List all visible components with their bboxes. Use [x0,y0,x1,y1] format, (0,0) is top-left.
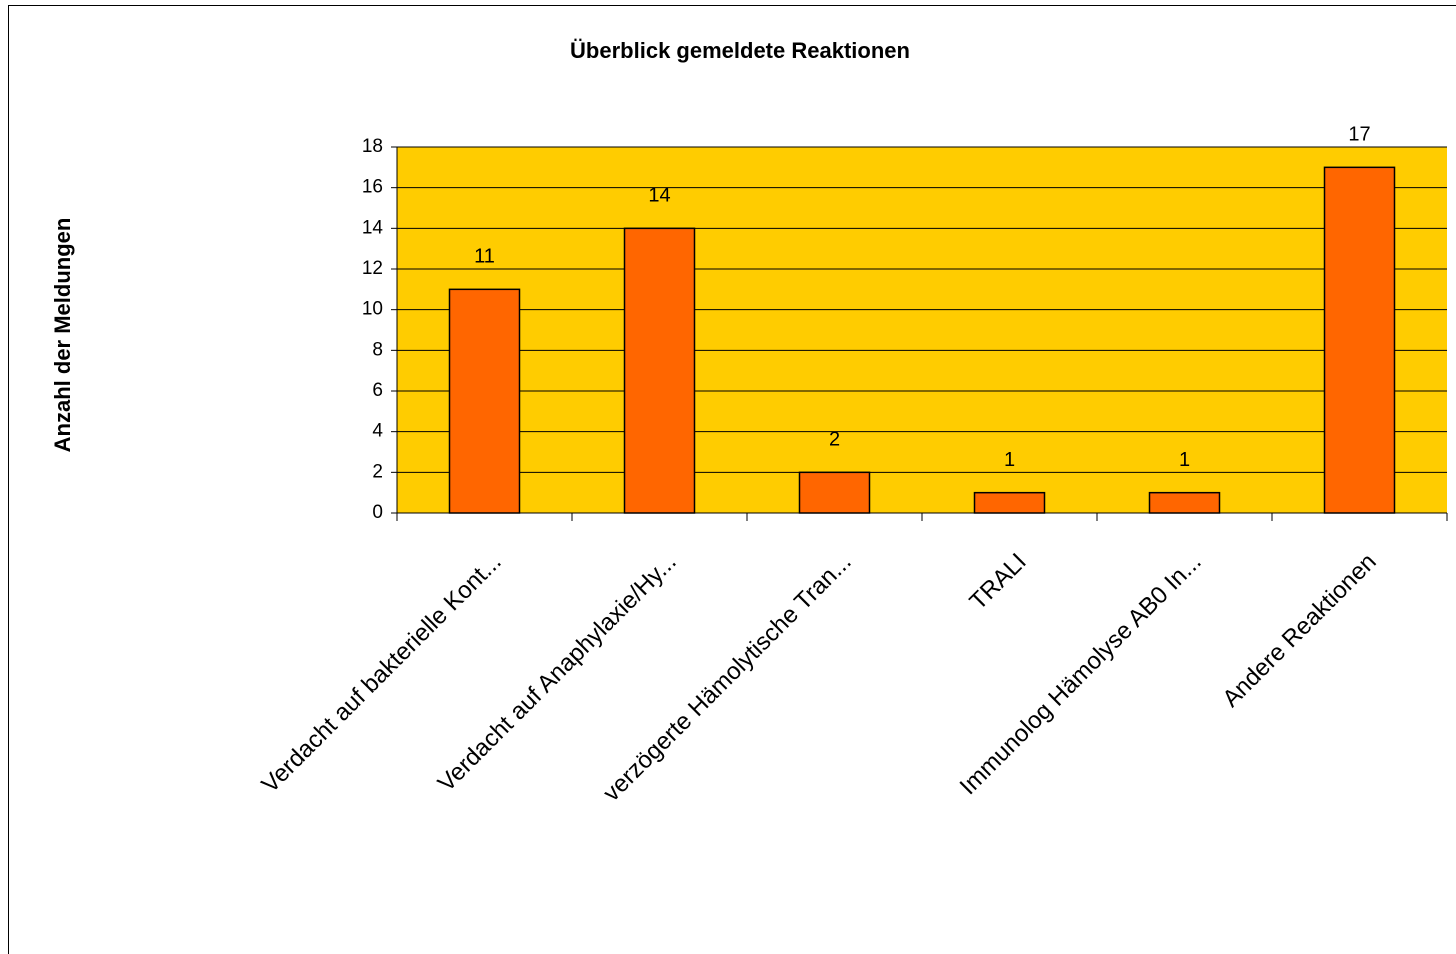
y-tick-label: 10 [362,299,383,320]
data-label: 1 [1004,449,1015,471]
y-tick-label: 16 [362,177,383,198]
bar [623,227,696,514]
bar [448,288,521,514]
y-tick-label: 14 [362,217,384,238]
chart-title: Überblick gemeldete Reaktionen [570,38,910,63]
y-tick-label: 12 [362,258,383,279]
y-axis-label: Anzahl der Meldungen [50,218,75,453]
data-label: 2 [829,429,840,451]
y-tick-label: 8 [372,339,383,360]
y-tick-label: 6 [372,380,383,401]
y-tick-label: 4 [372,421,383,442]
data-label: 14 [648,185,670,207]
bar [973,491,1046,514]
plot-area [397,147,1447,513]
data-label: 11 [474,246,495,268]
bar [1148,491,1221,514]
y-tick-label: 2 [372,461,383,482]
y-tick-label: 0 [372,502,383,523]
bar [1323,166,1396,514]
data-label: 1 [1179,449,1190,471]
bar [798,471,871,514]
y-tick-label: 18 [362,136,383,157]
data-label: 17 [1348,124,1370,146]
